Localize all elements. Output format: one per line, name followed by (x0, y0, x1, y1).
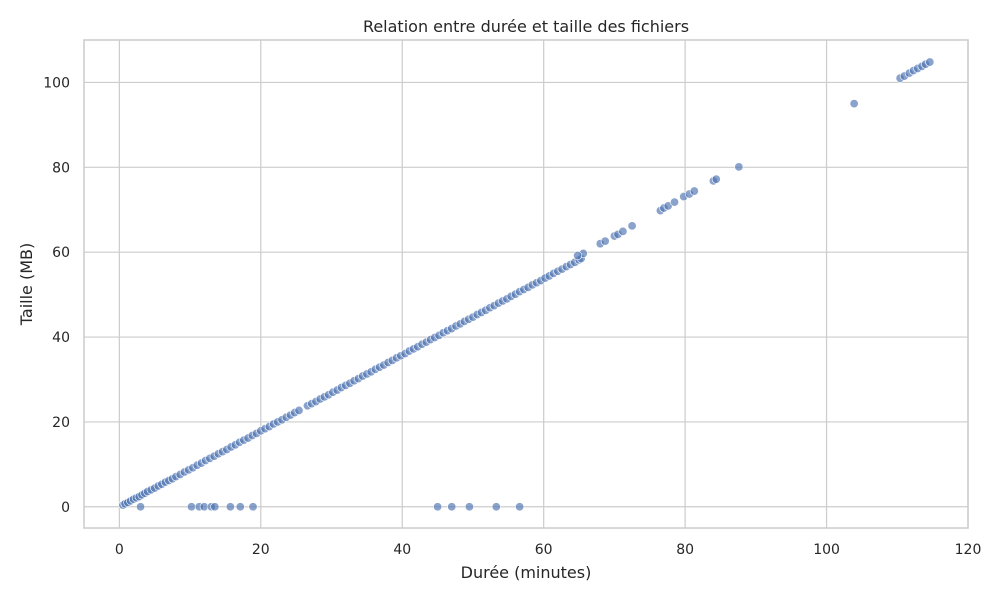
y-tick-label: 20 (52, 415, 70, 431)
x-tick-label: 20 (252, 542, 270, 558)
data-point (627, 221, 637, 231)
data-point (136, 502, 146, 512)
x-axis-ticks: 0 20 40 60 80 100 120 (115, 542, 981, 558)
y-tick-label: 80 (52, 160, 70, 176)
data-point (433, 502, 443, 512)
x-tick-label: 0 (115, 542, 124, 558)
y-tick-label: 0 (61, 500, 70, 516)
data-point (600, 236, 610, 246)
x-tick-label: 120 (955, 542, 982, 558)
data-point (186, 502, 196, 512)
grid-lines (84, 40, 969, 528)
data-point (225, 502, 235, 512)
y-tick-label: 40 (52, 330, 70, 346)
data-point (711, 174, 721, 184)
y-axis-label: Taille (MB) (17, 243, 36, 326)
x-tick-label: 80 (676, 542, 694, 558)
data-point (618, 226, 628, 236)
plot-frame (83, 39, 969, 529)
data-point (210, 502, 220, 512)
data-point (573, 251, 583, 261)
data-point (734, 162, 744, 172)
data-point (294, 405, 304, 415)
data-points (118, 57, 935, 512)
x-tick-label: 60 (535, 542, 553, 558)
chart-title: Relation entre durée et taille des fichi… (363, 17, 689, 36)
y-axis-ticks: 0 20 40 60 80 100 (43, 75, 70, 515)
y-tick-label: 60 (52, 245, 70, 261)
data-point (235, 502, 245, 512)
data-point (248, 502, 258, 512)
data-point (689, 186, 699, 196)
x-axis-label: Durée (minutes) (461, 563, 592, 582)
data-point (670, 197, 680, 207)
data-point (925, 57, 935, 67)
data-point (491, 502, 501, 512)
x-tick-label: 40 (393, 542, 411, 558)
data-point (447, 502, 457, 512)
x-tick-label: 100 (813, 542, 840, 558)
data-point (464, 502, 474, 512)
data-point (515, 502, 525, 512)
data-point (849, 99, 859, 109)
y-tick-label: 100 (43, 75, 70, 91)
